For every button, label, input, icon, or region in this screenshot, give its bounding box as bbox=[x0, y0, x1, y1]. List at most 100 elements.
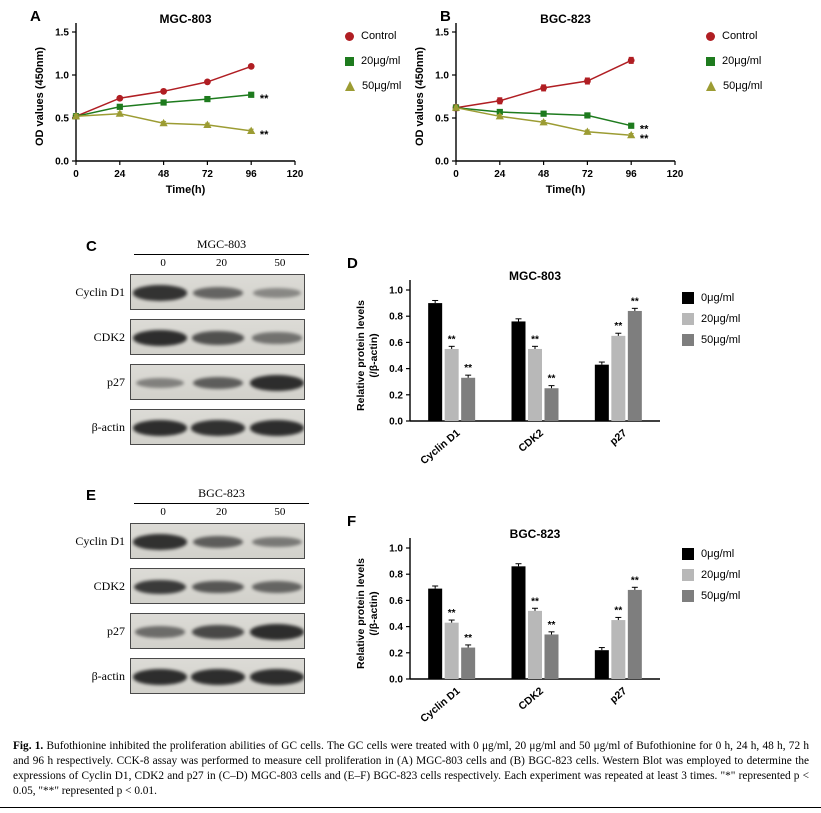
chart-title: BGC-823 bbox=[540, 12, 591, 26]
western-blot-bgc823: BGC-823 0 20 50 Cyclin D1 CDK2 p27 β-actin bbox=[72, 486, 322, 703]
x-tick-label: 24 bbox=[494, 169, 506, 180]
significance-marker: ** bbox=[631, 575, 639, 586]
protein-band bbox=[133, 330, 187, 346]
y-axis-label: Relative protein levels bbox=[355, 300, 367, 411]
significance-marker: ** bbox=[614, 321, 622, 332]
blot-strip bbox=[130, 364, 305, 400]
chart-title: MGC-803 bbox=[509, 269, 561, 283]
protein-band bbox=[252, 288, 302, 298]
legend-item: 20μg/ml bbox=[345, 55, 401, 67]
protein-label: CDK2 bbox=[93, 578, 125, 593]
protein-band bbox=[192, 331, 244, 345]
legend-item: Control bbox=[345, 30, 401, 42]
blot-row: CDK2 bbox=[72, 319, 322, 355]
x-tick-label: 0 bbox=[73, 169, 79, 180]
protein-band bbox=[250, 420, 304, 436]
legend-line-bgc823: Control 20μg/ml 50μg/ml bbox=[706, 30, 762, 105]
bar bbox=[511, 566, 526, 679]
category-label: CDK2 bbox=[516, 685, 546, 713]
blot-strip bbox=[130, 274, 305, 310]
y-axis-label-2: (/β-actin) bbox=[368, 333, 380, 377]
blot-strip bbox=[130, 409, 305, 445]
y-tick-label: 0.4 bbox=[389, 364, 403, 375]
legend-label: 0μg/ml bbox=[701, 292, 735, 304]
y-tick-label: 1.5 bbox=[55, 28, 69, 39]
lane-label: 50 bbox=[274, 506, 286, 518]
x-tick-label: 96 bbox=[626, 169, 638, 180]
x-tick-label: 48 bbox=[158, 169, 170, 180]
protein-band bbox=[133, 669, 187, 685]
protein-band bbox=[192, 535, 244, 549]
protein-band bbox=[133, 420, 187, 436]
protein-band bbox=[192, 287, 244, 299]
protein-band bbox=[192, 580, 244, 594]
protein-band bbox=[191, 420, 245, 436]
bar bbox=[428, 588, 443, 679]
category-label: p27 bbox=[608, 427, 630, 448]
chart-title: BGC-823 bbox=[510, 527, 561, 541]
blot-row: β-actin bbox=[72, 658, 322, 694]
protein-label: β-actin bbox=[91, 668, 125, 683]
significance-marker: ** bbox=[448, 608, 456, 619]
category-label: p27 bbox=[608, 685, 630, 706]
significance-marker: ** bbox=[548, 620, 556, 631]
y-axis-label-2: (/β-actin) bbox=[368, 591, 380, 635]
y-tick-label: 0.0 bbox=[55, 157, 69, 168]
significance-marker: ** bbox=[640, 133, 649, 145]
significance-marker: ** bbox=[531, 596, 539, 607]
protein-band bbox=[250, 624, 304, 640]
y-tick-label: 0.5 bbox=[435, 114, 449, 125]
blot-row: Cyclin D1 bbox=[72, 523, 322, 559]
caption-text: Bufothionine inhibited the proliferation… bbox=[13, 740, 809, 798]
lane-label: 50 bbox=[274, 257, 286, 269]
protein-band bbox=[250, 669, 304, 685]
y-axis-label: Relative protein levels bbox=[355, 558, 367, 669]
figure-caption: Fig. 1. Bufothionine inhibited the proli… bbox=[13, 739, 809, 800]
significance-marker: ** bbox=[260, 129, 269, 141]
protein-band bbox=[135, 377, 185, 389]
bottom-rule bbox=[0, 807, 821, 808]
y-tick-label: 0.6 bbox=[389, 338, 403, 349]
y-tick-label: 0.2 bbox=[389, 648, 403, 659]
y-tick-label: 1.0 bbox=[389, 286, 403, 297]
panel-label-d: D bbox=[347, 255, 358, 272]
blot-lane-labels: 0 20 50 bbox=[134, 257, 309, 269]
line-chart-bgc823: BGC-823 0.0 0.5 1.0 1.5 0 24 48 72 96 120 Time(h) OD… bbox=[414, 12, 684, 196]
legend-triangle-icon bbox=[345, 81, 355, 91]
blot-row: p27 bbox=[72, 364, 322, 400]
x-tick-label: 72 bbox=[582, 169, 594, 180]
blot-strip bbox=[130, 613, 305, 649]
category-label: Cyclin D1 bbox=[418, 685, 462, 725]
legend-label: Control bbox=[361, 30, 397, 42]
panel-label-c: C bbox=[86, 238, 97, 255]
blot-strip bbox=[130, 658, 305, 694]
legend-item: 20μg/ml bbox=[706, 55, 762, 67]
significance-marker: ** bbox=[464, 633, 472, 644]
blot-row: p27 bbox=[72, 613, 322, 649]
bar bbox=[461, 377, 476, 421]
protein-band bbox=[133, 285, 187, 301]
legend-label: 20μg/ml bbox=[722, 55, 762, 67]
blot-strip bbox=[130, 319, 305, 355]
legend-item: 20μg/ml bbox=[682, 313, 740, 325]
lane-label: 0 bbox=[160, 257, 166, 269]
protein-band bbox=[252, 536, 302, 548]
category-label: CDK2 bbox=[516, 427, 546, 455]
legend-item: 50μg/ml bbox=[682, 590, 740, 602]
y-tick-label: 0.4 bbox=[389, 622, 403, 633]
protein-band bbox=[250, 375, 304, 391]
legend-bar-bgc823: 0μg/ml 20μg/ml 50μg/ml bbox=[682, 548, 740, 611]
bar bbox=[544, 634, 559, 679]
x-tick-label: 0 bbox=[453, 169, 459, 180]
bar bbox=[528, 610, 542, 679]
legend-item: 50μg/ml bbox=[706, 80, 762, 92]
significance-marker: ** bbox=[260, 93, 269, 105]
blot-cell-line-title: BGC-823 bbox=[134, 486, 309, 504]
line-chart-mgc803: MGC-803 0.0 0.5 1.0 1.5 0 24 48 72 96 120 Time(h) OD… bbox=[34, 12, 304, 196]
legend-label: 0μg/ml bbox=[701, 548, 735, 560]
protein-band bbox=[192, 625, 244, 639]
bar-chart-bgc823: BGC-823 0.0 0.2 0.4 0.6 0.8 1.0 Relative protei… bbox=[355, 527, 660, 725]
legend-square-icon bbox=[682, 548, 694, 560]
protein-band bbox=[191, 669, 245, 685]
x-tick-label: 48 bbox=[538, 169, 550, 180]
